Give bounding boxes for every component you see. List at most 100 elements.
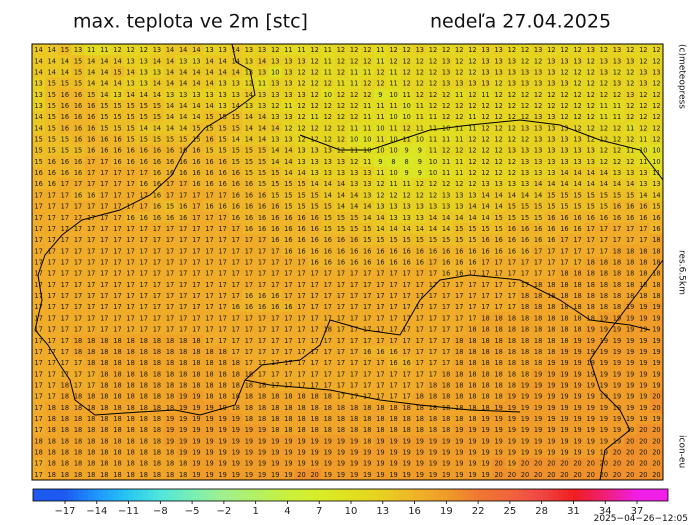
grid-cell bbox=[649, 189, 664, 201]
grid-cell bbox=[597, 267, 611, 280]
cell-value: 16 bbox=[232, 191, 240, 199]
cell-value: 15 bbox=[284, 203, 292, 211]
grid-cell bbox=[610, 267, 624, 280]
cell-value: 18 bbox=[468, 370, 476, 378]
grid-cell bbox=[400, 345, 414, 358]
grid-cell bbox=[229, 144, 243, 157]
cell-value: 17 bbox=[297, 370, 305, 378]
cell-value: 18 bbox=[481, 404, 489, 412]
cell-value: 14 bbox=[166, 124, 174, 132]
grid-cell bbox=[347, 412, 361, 425]
cell-value: 16 bbox=[547, 225, 555, 233]
cell-value: 18 bbox=[153, 393, 161, 401]
grid-cell bbox=[531, 122, 545, 134]
cell-value: 16 bbox=[205, 180, 213, 188]
grid-cell bbox=[347, 446, 361, 458]
colorbar-segment bbox=[353, 489, 359, 501]
grid-cell bbox=[649, 435, 664, 447]
grid-cell bbox=[505, 278, 519, 291]
cell-value: 19 bbox=[442, 460, 450, 468]
cell-value: 11 bbox=[324, 46, 332, 54]
grid-cell bbox=[189, 234, 204, 246]
grid-cell bbox=[281, 334, 296, 347]
cell-value: 14 bbox=[153, 124, 161, 132]
cell-value: 15 bbox=[34, 136, 42, 144]
grid-cell bbox=[45, 99, 59, 112]
cell-value: 14 bbox=[245, 124, 253, 132]
cell-value: 13 bbox=[402, 214, 410, 222]
cell-value: 18 bbox=[481, 314, 489, 322]
cell-value: 19 bbox=[600, 381, 608, 389]
grid-cell bbox=[58, 144, 72, 157]
grid-cell bbox=[610, 99, 624, 112]
colorbar-segment bbox=[163, 489, 169, 501]
grid-cell bbox=[505, 189, 519, 201]
grid-cell bbox=[216, 401, 230, 414]
grid-cell bbox=[531, 166, 545, 179]
cell-value: 18 bbox=[245, 370, 253, 378]
grid-cell bbox=[229, 357, 243, 369]
grid-cell bbox=[334, 357, 348, 369]
cell-value: 13 bbox=[600, 57, 608, 65]
grid-cell bbox=[294, 256, 309, 268]
grid-cell bbox=[597, 424, 611, 436]
cell-value: 20 bbox=[652, 471, 660, 479]
cell-value: 13 bbox=[245, 46, 253, 54]
grid-cell bbox=[229, 200, 243, 212]
grid-cell bbox=[544, 278, 559, 291]
cell-value: 16 bbox=[324, 236, 332, 244]
grid-cell bbox=[45, 457, 59, 470]
grid-cell bbox=[636, 289, 651, 302]
cell-value: 17 bbox=[429, 326, 437, 334]
grid-cell bbox=[308, 211, 322, 224]
cell-value: 19 bbox=[245, 471, 253, 479]
grid-cell bbox=[518, 379, 532, 391]
cell-value: 18 bbox=[626, 270, 634, 278]
grid-cell bbox=[176, 401, 191, 414]
cell-value: 14 bbox=[363, 214, 371, 222]
grid-cell bbox=[452, 144, 467, 157]
grid-cell bbox=[531, 412, 545, 425]
cell-value: 19 bbox=[481, 460, 489, 468]
grid-cell bbox=[110, 457, 125, 470]
cell-value: 20 bbox=[534, 460, 542, 468]
grid-cell bbox=[216, 390, 230, 403]
cell-value: 17 bbox=[34, 381, 42, 389]
colorbar-segment bbox=[593, 489, 599, 501]
grid-cell bbox=[110, 368, 125, 380]
cell-value: 18 bbox=[232, 393, 240, 401]
cell-value: 19 bbox=[166, 426, 174, 434]
grid-cell bbox=[570, 211, 585, 224]
grid-cell bbox=[32, 401, 46, 414]
cell-value: 17 bbox=[179, 191, 187, 199]
grid-cell bbox=[216, 122, 230, 134]
grid-cell bbox=[110, 245, 125, 257]
colorbar-segment bbox=[153, 489, 159, 501]
grid-cell bbox=[308, 412, 322, 425]
cell-value: 18 bbox=[639, 259, 647, 267]
grid-cell bbox=[386, 401, 401, 414]
grid-cell bbox=[229, 289, 243, 302]
cell-value: 19 bbox=[626, 370, 634, 378]
cell-value: 16 bbox=[153, 169, 161, 177]
cell-value: 17 bbox=[34, 314, 42, 322]
grid-cell bbox=[465, 189, 480, 201]
grid-cell bbox=[216, 99, 230, 112]
cell-value: 17 bbox=[402, 270, 410, 278]
grid-cell bbox=[229, 424, 243, 436]
grid-cell bbox=[334, 211, 348, 224]
grid-cell bbox=[623, 88, 638, 101]
cell-value: 19 bbox=[442, 437, 450, 445]
cell-value: 18 bbox=[113, 404, 121, 412]
cell-value: 19 bbox=[455, 471, 463, 479]
cell-value: 15 bbox=[126, 113, 134, 121]
cell-value: 19 bbox=[573, 426, 581, 434]
cell-value: 12 bbox=[429, 102, 437, 110]
cell-value: 16 bbox=[87, 136, 95, 144]
grid-cell bbox=[557, 55, 572, 67]
cell-value: 18 bbox=[389, 426, 397, 434]
colorbar-segment bbox=[363, 489, 369, 501]
grid-cell bbox=[465, 457, 480, 470]
cell-value: 17 bbox=[34, 236, 42, 244]
cell-value: 18 bbox=[573, 292, 581, 300]
